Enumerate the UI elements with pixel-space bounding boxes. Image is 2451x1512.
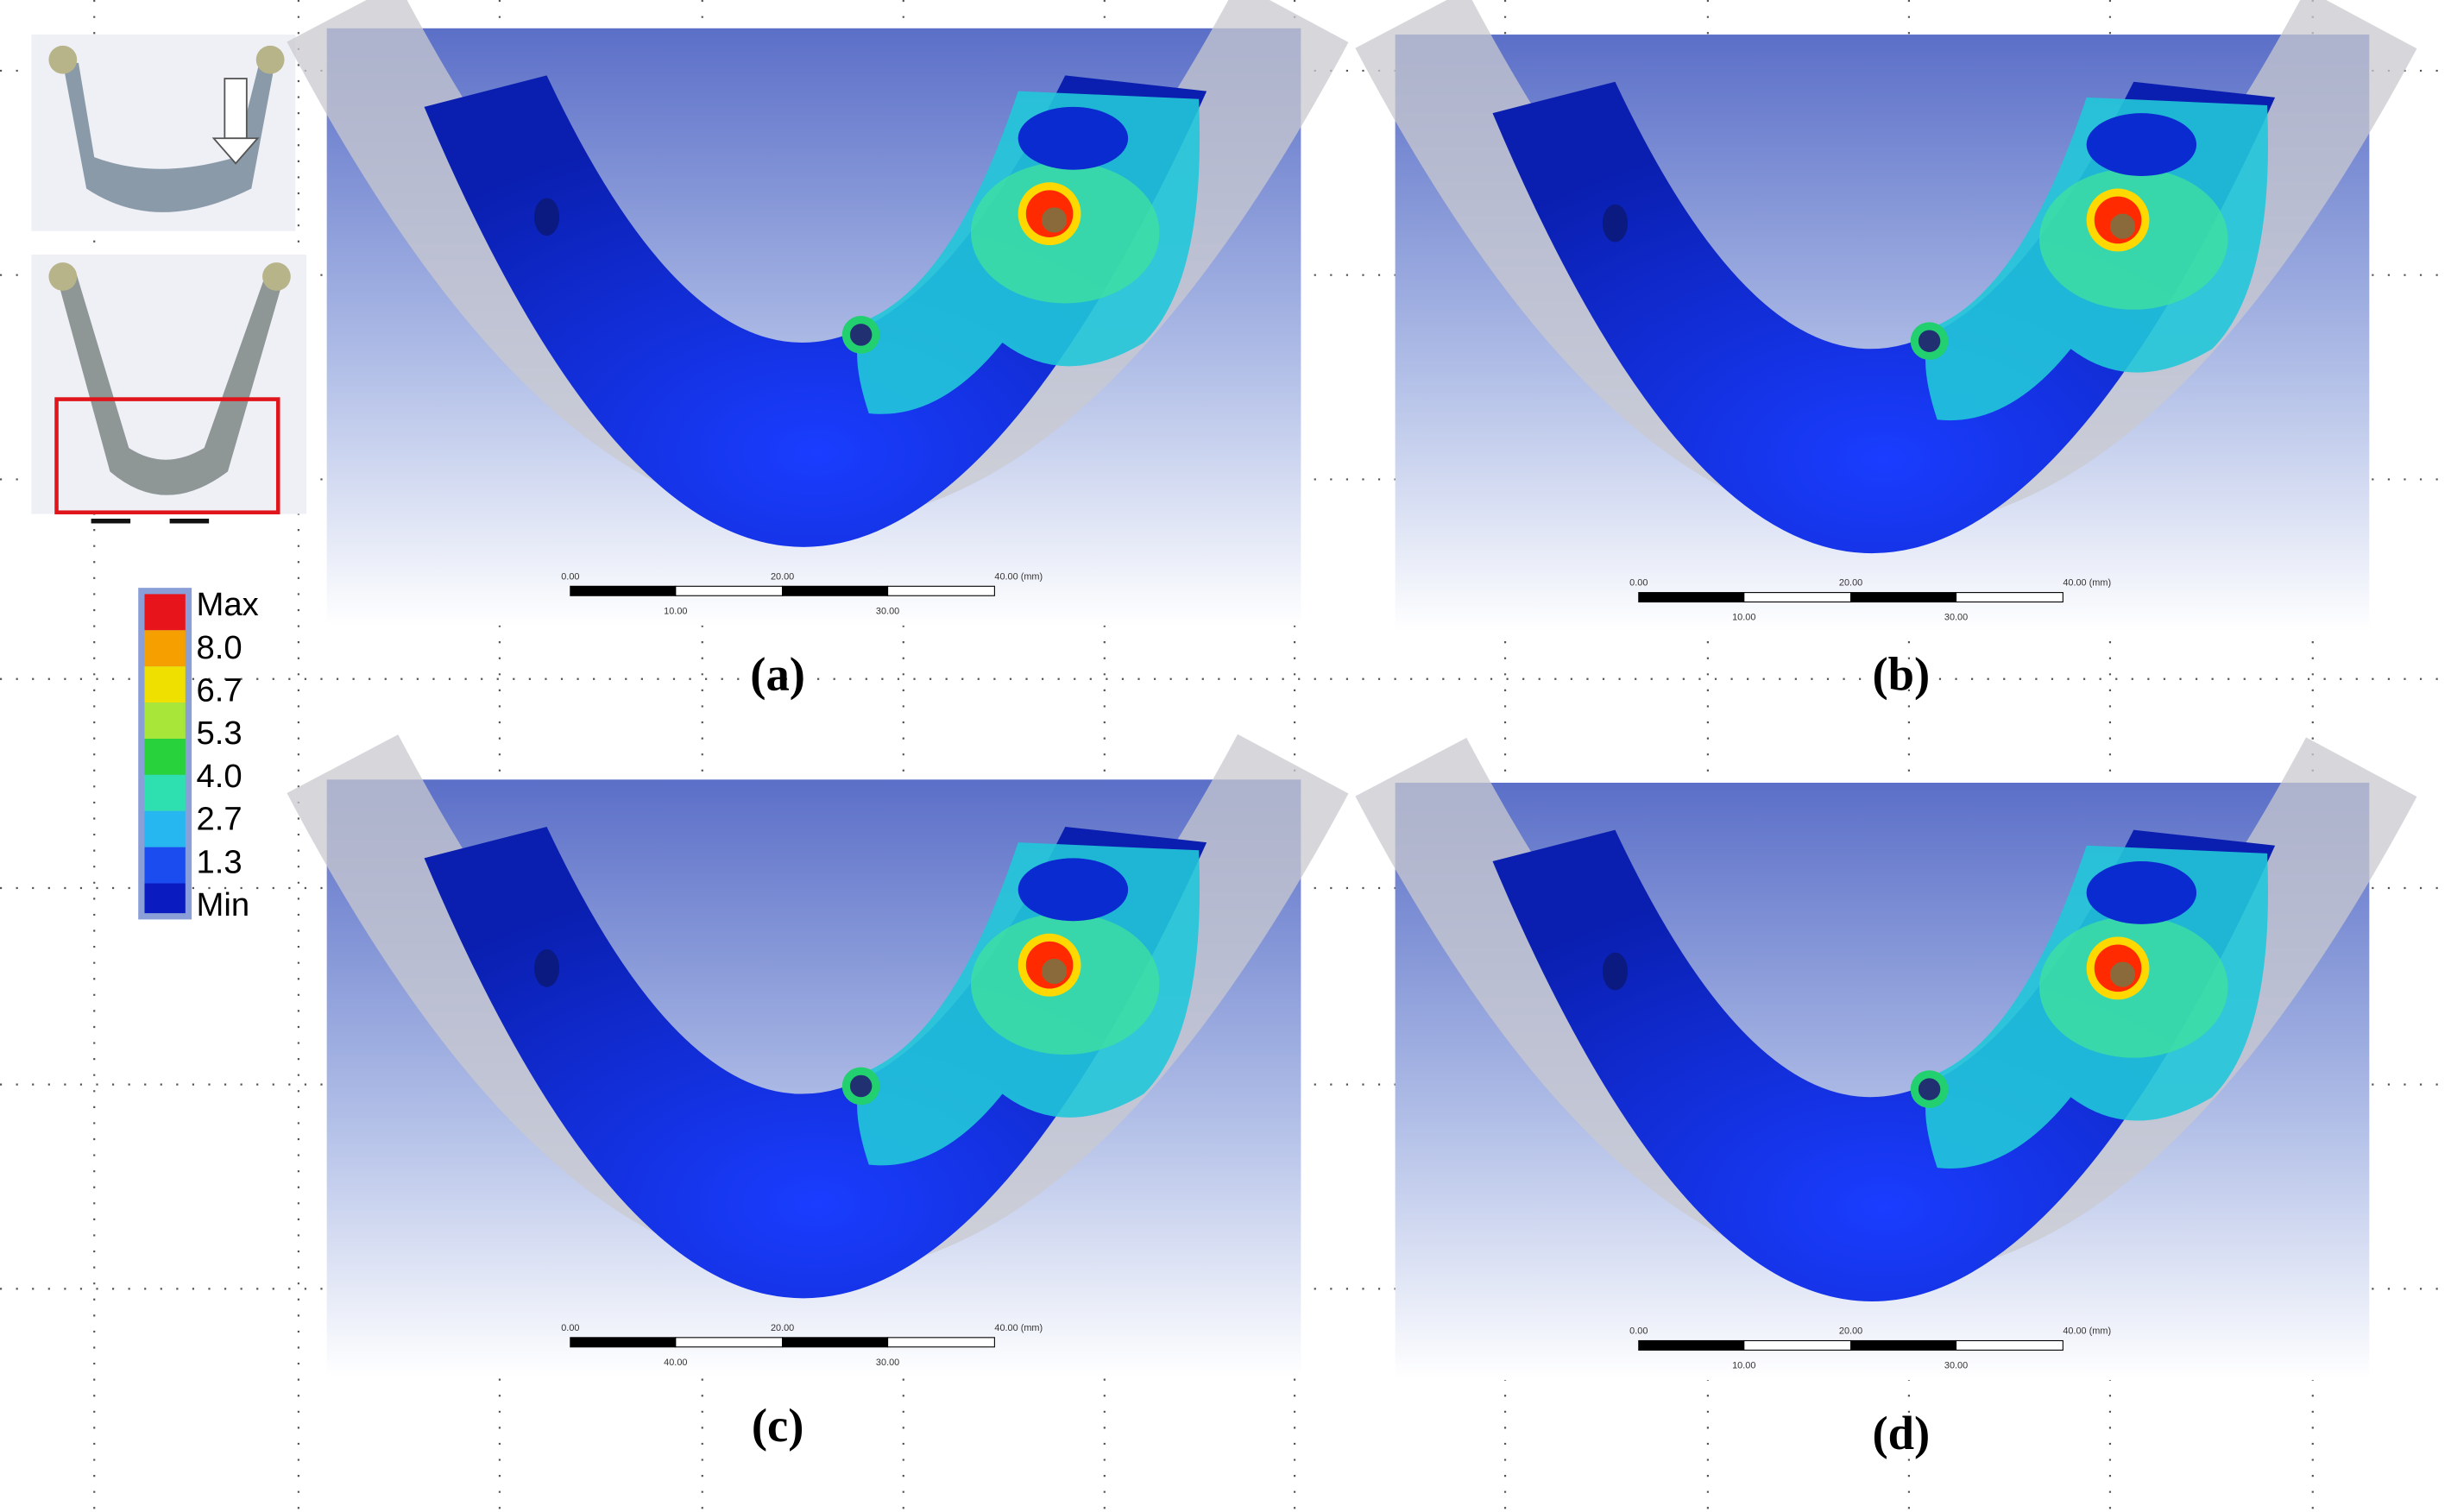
result-panel: 0.00 20.00 40.00 (mm) 10.00 30.00	[327, 13, 1301, 626]
scale-label: 20.00	[1839, 578, 1862, 589]
scale-segment	[570, 1337, 677, 1348]
scale-label: 10.00	[1732, 1361, 1755, 1371]
legend-label: 1.3	[197, 843, 243, 880]
result-panel: 0.00 20.00 40.00 (mm) 40.00 30.00	[327, 764, 1301, 1377]
scale-segment	[782, 1337, 889, 1348]
mandible-stress-map	[1396, 767, 2370, 1380]
scale-segment	[1850, 1339, 1957, 1351]
scale-segment	[570, 585, 677, 596]
scale-segment	[1638, 1339, 1745, 1351]
scale-label: 40.00 (mm)	[2063, 1326, 2111, 1336]
legend-label: Min	[197, 886, 250, 923]
thumbnail-bottom	[31, 255, 307, 524]
legend-label: Max	[197, 586, 259, 623]
legend-label: 2.7	[197, 801, 243, 838]
legend-label: 6.7	[197, 672, 243, 709]
scale-label: 0.00	[561, 1323, 579, 1333]
scale-segment	[782, 585, 889, 596]
panel-label: (c)	[752, 1399, 804, 1452]
scale-label: 30.00	[1944, 613, 1968, 623]
scale-label: 20.00	[771, 571, 794, 582]
scale-bar: 0.00 20.00 40.00 (mm) 10.00 30.00	[1629, 1326, 2111, 1370]
mandible-stress-map	[327, 13, 1301, 626]
scale-label: 20.00	[771, 1323, 794, 1333]
scale-label: 40.00	[664, 1358, 687, 1368]
scale-label: 40.00 (mm)	[2063, 578, 2111, 589]
scale-segment	[1955, 592, 2064, 603]
mandible-stress-map	[1396, 19, 2370, 632]
scale-label: 30.00	[1944, 1361, 1968, 1371]
scale-label: 0.00	[1629, 1326, 1648, 1336]
scale-segment	[887, 1337, 995, 1348]
scale-segment	[675, 585, 784, 596]
scale-label: 20.00	[1839, 1326, 1862, 1336]
result-panel: 0.00 20.00 40.00 (mm) 10.00 30.00	[1396, 19, 2370, 632]
scale-segment	[1955, 1339, 2064, 1351]
scale-segment	[1638, 592, 1745, 603]
thumbnail-top	[31, 35, 296, 231]
scale-segment	[887, 585, 995, 596]
scale-label: 30.00	[876, 606, 899, 616]
panel-label: (b)	[1872, 647, 1930, 700]
scale-bar: 0.00 20.00 40.00 (mm) 40.00 30.00	[561, 1323, 1043, 1368]
scale-segment	[1743, 592, 1852, 603]
scale-label: 10.00	[1732, 613, 1755, 623]
scale-bar: 0.00 20.00 40.00 (mm) 10.00 30.00	[1629, 578, 2111, 623]
result-panel: 0.00 20.00 40.00 (mm) 10.00 30.00	[1396, 767, 2370, 1380]
scale-label: 10.00	[664, 606, 687, 616]
scale-segment	[1850, 592, 1957, 603]
scale-label: 40.00 (mm)	[994, 1323, 1043, 1333]
scale-label: 0.00	[561, 571, 579, 582]
scale-segment	[1743, 1339, 1852, 1351]
scale-segment	[675, 1337, 784, 1348]
legend-label: 4.0	[197, 758, 243, 795]
panel-label: (d)	[1872, 1407, 1930, 1459]
scale-label: 40.00 (mm)	[994, 571, 1043, 582]
legend-label: 8.0	[197, 629, 243, 666]
panel-label: (a)	[750, 647, 805, 700]
legend-colorbar	[138, 588, 192, 920]
scale-bar: 0.00 20.00 40.00 (mm) 10.00 30.00	[561, 571, 1043, 616]
mandible-stress-map	[327, 764, 1301, 1377]
legend-label: 5.3	[197, 715, 243, 752]
scale-label: 0.00	[1629, 578, 1648, 589]
scale-label: 30.00	[876, 1358, 899, 1368]
